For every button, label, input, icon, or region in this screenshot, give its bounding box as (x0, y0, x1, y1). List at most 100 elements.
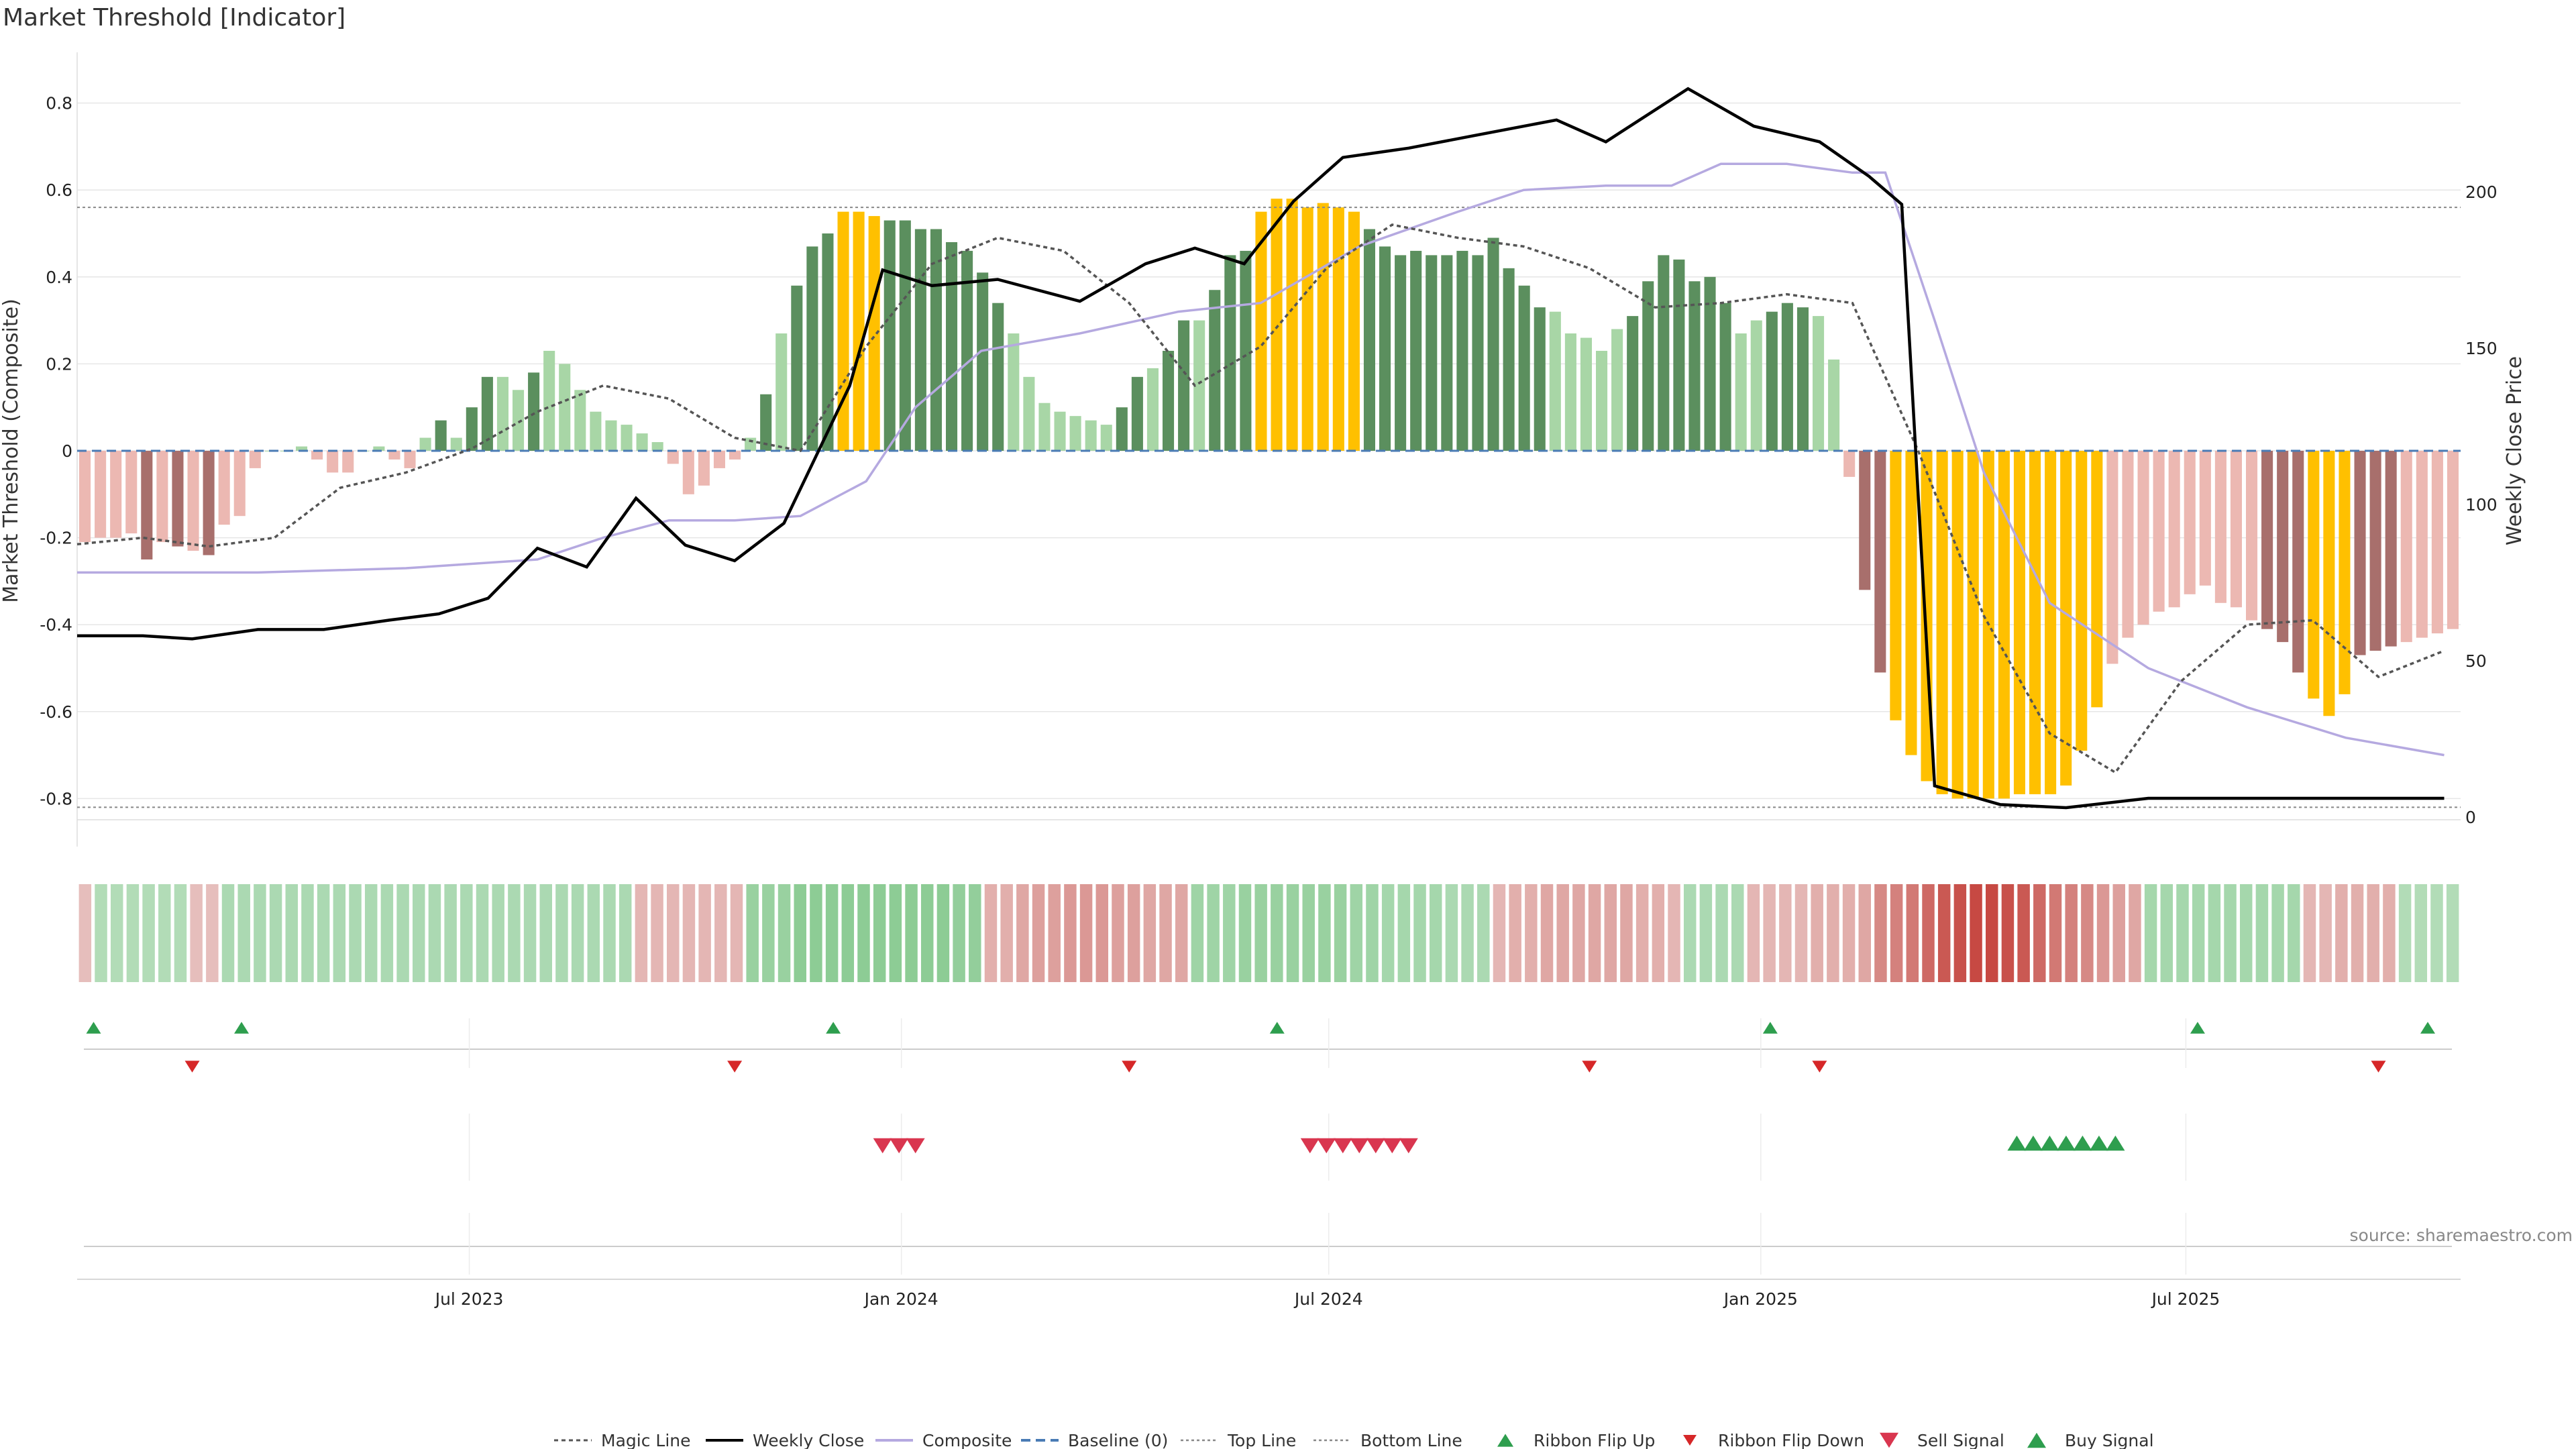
buy-signal-marker (2040, 1135, 2059, 1151)
sell-signal-marker (873, 1138, 892, 1154)
ribbon-cell (2239, 884, 2253, 982)
composite-bar (2029, 451, 2041, 794)
y2-tick-label: 100 (2465, 495, 2498, 515)
ribbon-flip-up-marker (234, 1022, 250, 1034)
ribbon-cell (1334, 884, 1347, 982)
sell-signal-marker (890, 1138, 909, 1154)
ribbon-cell (2065, 884, 2078, 982)
ribbon-cell (1811, 884, 1823, 982)
sell-signal-marker (1350, 1138, 1369, 1154)
composite-bar (698, 451, 710, 486)
composite-bar (2323, 451, 2335, 716)
composite-bar (1209, 290, 1221, 451)
composite-bar (203, 451, 215, 555)
composite-bar (1224, 255, 1236, 451)
buy-signal-marker (2089, 1135, 2108, 1151)
ribbon-cell (364, 884, 378, 982)
legend-label: Top Line (1227, 1431, 1296, 1449)
ribbon-cell (857, 884, 870, 982)
composite-bar (853, 211, 865, 451)
composite-bar (543, 350, 555, 451)
composite-bar (729, 451, 741, 460)
ribbon-flip-up-marker (86, 1022, 101, 1034)
ribbon-cell (1668, 884, 1680, 982)
ribbon-cell (920, 884, 934, 982)
ribbon-cell (1572, 884, 1585, 982)
composite-bar (682, 451, 694, 494)
ribbon-cell (2160, 884, 2174, 982)
composite-bar (1766, 311, 1778, 451)
composite-bar (1054, 411, 1066, 451)
ribbon-flip-up-marker (2190, 1022, 2205, 1034)
composite-bar (945, 241, 958, 451)
ribbon-cell (126, 884, 140, 982)
y-tick-label: 0.6 (46, 180, 72, 200)
ribbon-cell (2112, 884, 2125, 982)
ribbon-cell (746, 884, 759, 982)
y-tick-label: -0.4 (40, 615, 72, 635)
composite-bar (2199, 451, 2211, 586)
legend-label: Sell Signal (1917, 1431, 2004, 1449)
ribbon-cell (555, 884, 568, 982)
ribbon-cell (1540, 884, 1554, 982)
ribbon-cell (1032, 884, 1045, 982)
ribbon-cell (1127, 884, 1140, 982)
composite-bar (621, 425, 633, 451)
composite-bar (1658, 255, 1670, 451)
ribbon-cell (460, 884, 473, 982)
ribbon-flip-up-marker (1762, 1022, 1778, 1034)
ribbon-cell (2192, 884, 2205, 982)
composite-bar (977, 272, 989, 451)
x-tick-label: Jul 2025 (2151, 1289, 2220, 1309)
y-tick-label: 0.4 (46, 268, 72, 287)
composite-bar (1255, 211, 1267, 451)
x-tick-label: Jan 2025 (1723, 1289, 1798, 1309)
ribbon-cell (603, 884, 616, 982)
ribbon-cell (1000, 884, 1013, 982)
ribbon-cell (1095, 884, 1109, 982)
composite-bar (1332, 207, 1344, 451)
ribbon-cell (1207, 884, 1220, 982)
legend-label: Buy Signal (2065, 1431, 2154, 1449)
composite-bar (822, 233, 834, 451)
ribbon-cell (1254, 884, 1267, 982)
sell-signal-marker (1333, 1138, 1352, 1154)
ribbon-cell (142, 884, 155, 982)
composite-bar (1363, 229, 1376, 451)
ribbon-cell (1683, 884, 1697, 982)
composite-bar (95, 451, 107, 538)
ribbon-cell (1763, 884, 1776, 982)
ribbon-cell (1509, 884, 1521, 982)
ribbon-cell (110, 884, 123, 982)
composite-bar (450, 437, 462, 451)
composite-bar (1472, 255, 1484, 451)
ribbon-cell (984, 884, 998, 982)
ribbon-cell (1715, 884, 1728, 982)
ribbon-cell (1970, 884, 1982, 982)
composite-bar (1796, 307, 1809, 451)
ribbon-cell (1794, 884, 1808, 982)
composite-bar (1595, 350, 1608, 451)
composite-bar (2277, 451, 2289, 643)
composite-bar (1146, 368, 1159, 451)
composite-bar (172, 451, 184, 547)
legend-label: Ribbon Flip Down (1718, 1431, 1864, 1449)
ribbon-cell (1397, 884, 1411, 982)
composite-bar (1301, 207, 1313, 451)
ribbon-cell (269, 884, 282, 982)
ribbon-cell (380, 884, 394, 982)
ribbon-cell (2176, 884, 2189, 982)
ribbon-cell (587, 884, 600, 982)
ribbon-cell (1652, 884, 1665, 982)
composite-bar (1673, 259, 1685, 451)
composite-bar (78, 451, 91, 543)
ribbon-cell (301, 884, 314, 982)
ribbon-cell (1429, 884, 1442, 982)
sell-signal-marker (1399, 1138, 1418, 1154)
ribbon-cell (174, 884, 187, 982)
composite-bar (745, 437, 757, 451)
composite-bar (1348, 211, 1360, 451)
composite-bar (512, 390, 525, 451)
ribbon-cell (1191, 884, 1204, 982)
